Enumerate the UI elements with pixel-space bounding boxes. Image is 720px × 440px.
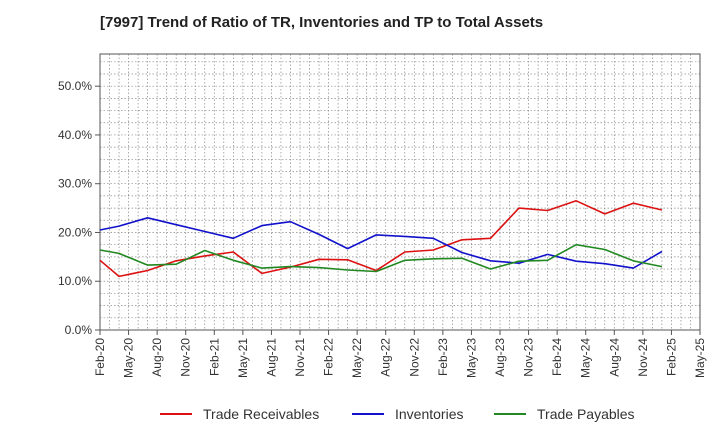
x-tick-label: Feb-20 bbox=[93, 338, 107, 376]
legend-label: Trade Payables bbox=[537, 406, 635, 422]
x-tick-label: Nov-24 bbox=[636, 338, 650, 377]
legend-label: Inventories bbox=[395, 406, 463, 422]
x-tick-label: Aug-21 bbox=[264, 338, 278, 377]
x-tick-label: Aug-20 bbox=[150, 338, 164, 377]
series-line-trade-payables bbox=[99, 243, 663, 273]
legend-label: Trade Receivables bbox=[203, 406, 319, 422]
y-tick-label: 10.0% bbox=[58, 274, 92, 288]
x-tick-label: May-23 bbox=[464, 338, 478, 378]
grid-layer bbox=[100, 54, 700, 330]
series-layer bbox=[99, 200, 663, 278]
x-tick-label: May-20 bbox=[122, 338, 136, 378]
x-tick-label: Nov-20 bbox=[179, 338, 193, 377]
plot-frame bbox=[99, 53, 701, 331]
chart-title: [7997] Trend of Ratio of TR, Inventories… bbox=[100, 14, 544, 31]
series-line-trade-receivables bbox=[99, 200, 663, 278]
x-tick-label: Feb-22 bbox=[322, 338, 336, 376]
y-tick-label: 30.0% bbox=[58, 177, 92, 191]
x-tick-label: Aug-24 bbox=[607, 338, 621, 377]
x-tick-label: May-22 bbox=[350, 338, 364, 378]
series-line-inventories bbox=[99, 217, 663, 269]
x-tick-label: Aug-22 bbox=[379, 338, 393, 377]
x-tick-label: May-25 bbox=[693, 338, 707, 378]
y-tick-label: 20.0% bbox=[58, 225, 92, 239]
x-tick-label: Feb-25 bbox=[664, 338, 678, 376]
y-tick-label: 0.0% bbox=[65, 323, 93, 337]
x-tick-label: May-24 bbox=[579, 338, 593, 378]
y-tick-label: 40.0% bbox=[58, 128, 92, 142]
x-tick-label: Aug-23 bbox=[493, 338, 507, 377]
x-tick-label: Nov-22 bbox=[407, 338, 421, 377]
x-tick-label: Feb-24 bbox=[550, 338, 564, 376]
x-tick-label: Feb-21 bbox=[207, 338, 221, 376]
axis-layer: 0.0% 10.0% 20.0% 30.0% 40.0% 50.0% Feb-20 May-2… bbox=[58, 79, 707, 378]
x-tick-label: Nov-21 bbox=[293, 338, 307, 377]
legend: Trade Receivables Inventories Trade Payabl… bbox=[160, 406, 635, 422]
x-tick-label: Nov-23 bbox=[522, 338, 536, 377]
y-tick-label: 50.0% bbox=[58, 79, 92, 93]
x-tick-label: Feb-23 bbox=[436, 338, 450, 376]
x-tick-label: May-21 bbox=[236, 338, 250, 378]
